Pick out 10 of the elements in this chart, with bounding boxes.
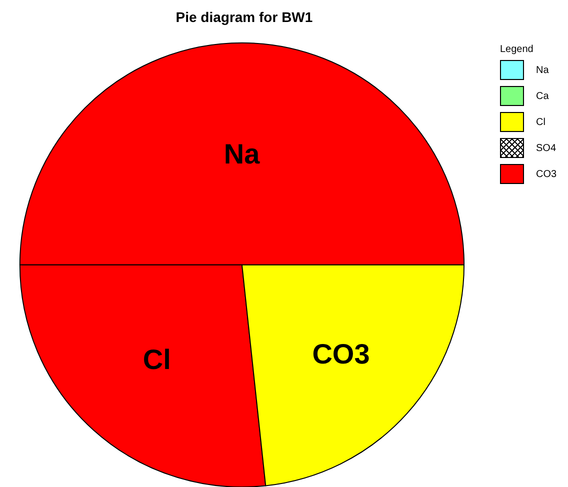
category-label: SO4 bbox=[536, 142, 556, 154]
chart-title: Pie diagram for BW1 bbox=[176, 8, 313, 25]
slice-label: Na bbox=[224, 138, 260, 170]
slice-label: Cl bbox=[142, 344, 171, 376]
legend-title: Legend bbox=[500, 44, 534, 55]
slice-label: CO3 bbox=[312, 338, 370, 370]
category-label: Cl bbox=[536, 116, 546, 128]
category-label: Na bbox=[536, 64, 549, 76]
category-label: Ca bbox=[536, 90, 549, 102]
category-label: CO3 bbox=[536, 168, 557, 180]
